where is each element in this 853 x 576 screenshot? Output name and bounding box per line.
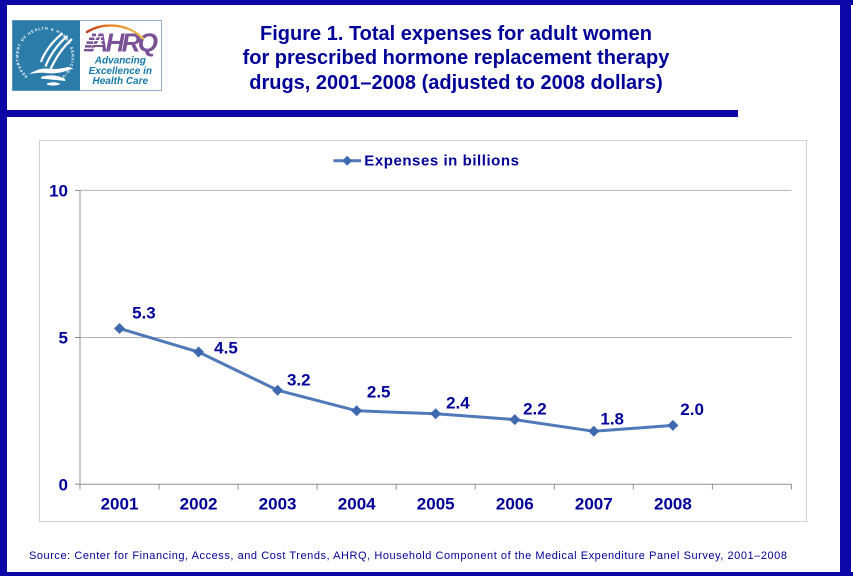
svg-text:Advancing: Advancing — [94, 56, 146, 67]
svg-text:2.2: 2.2 — [523, 400, 547, 419]
svg-text:Health Care: Health Care — [93, 76, 149, 87]
svg-text:5: 5 — [59, 329, 68, 348]
svg-text:5.3: 5.3 — [132, 304, 156, 323]
svg-text:2.0: 2.0 — [680, 400, 704, 419]
svg-text:0: 0 — [59, 475, 68, 494]
svg-text:2005: 2005 — [417, 495, 455, 514]
svg-text:2006: 2006 — [496, 495, 534, 514]
svg-text:2.5: 2.5 — [367, 382, 391, 401]
svg-text:Expenses in billions: Expenses in billions — [364, 153, 519, 170]
svg-text:2.4: 2.4 — [446, 394, 470, 413]
svg-text:2001: 2001 — [101, 495, 139, 514]
svg-text:2003: 2003 — [259, 495, 297, 514]
svg-text:3.2: 3.2 — [287, 370, 311, 389]
svg-text:2004: 2004 — [338, 495, 376, 514]
svg-text:10: 10 — [49, 182, 68, 201]
svg-text:Excellence in: Excellence in — [89, 66, 152, 77]
svg-text:2008: 2008 — [654, 495, 692, 514]
svg-text:1.8: 1.8 — [600, 410, 624, 429]
svg-text:AHRQ: AHRQ — [89, 28, 159, 58]
svg-text:2002: 2002 — [180, 495, 218, 514]
svg-text:4.5: 4.5 — [214, 338, 238, 357]
svg-text:2007: 2007 — [575, 495, 613, 514]
